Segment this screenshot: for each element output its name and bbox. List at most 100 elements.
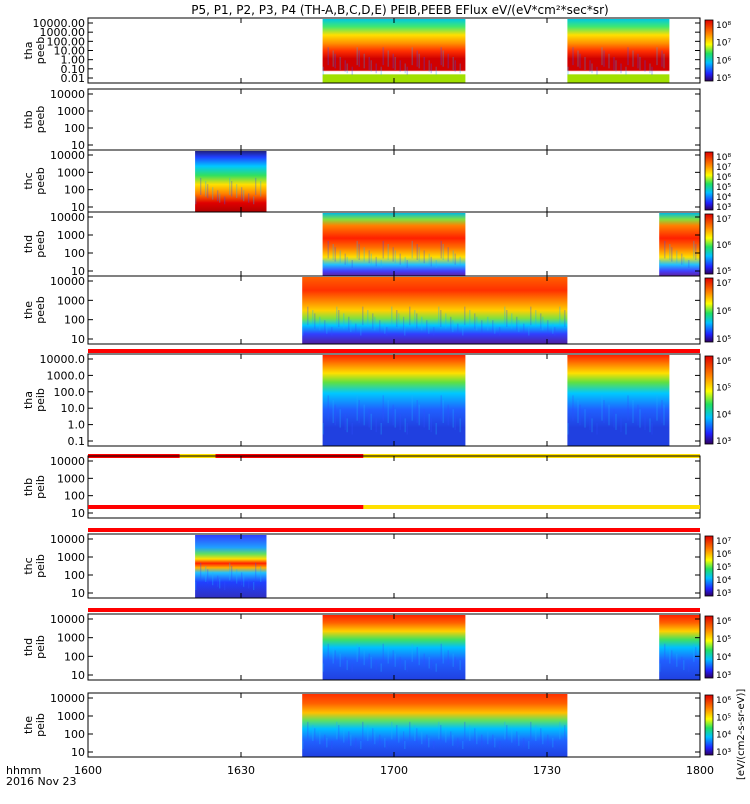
spectrogram-block [404,277,486,344]
spectrogram-texture [615,413,617,430]
spectrogram-texture [411,47,413,66]
spectrogram-texture [423,57,425,70]
spectrogram-texture [319,316,321,331]
y-tick-label: 1000.0 [47,369,86,382]
spectrogram-texture [404,63,406,74]
spectrogram-texture [217,575,219,587]
spectrogram-texture [334,53,336,69]
spectrogram-texture [608,404,610,426]
spectrogram-texture [332,244,334,260]
spectrogram-texture [243,575,245,587]
panel-product-label: peeb [34,167,47,195]
spectrogram-texture [440,395,442,421]
spectrogram-texture [528,741,530,749]
panel-probe-label: thb [22,478,35,496]
spectrogram-texture [368,653,370,667]
spectrogram-texture [224,196,226,205]
spectrogram-texture [217,190,219,202]
spectrogram-texture [336,721,338,740]
spectrogram-texture [661,400,663,423]
spectrogram-texture [632,50,634,67]
spectrogram-texture [601,395,603,421]
spectrogram-texture [406,663,408,672]
spectrogram-texture [396,310,398,327]
spectrogram-block [322,355,466,446]
colorbar-tick-label: 10⁴ [716,653,731,663]
y-tick-label: 1000 [57,551,85,564]
spectrogram-texture [386,327,388,336]
spectrogram-texture [442,50,444,67]
spectrogram-texture [332,400,334,423]
spectrogram-texture [219,578,221,589]
spectrogram-texture [380,663,382,672]
spectrogram-texture [428,60,430,72]
spectrogram-texture [464,306,466,326]
colorbar-tick-label: 10⁴ [716,410,731,420]
spectrogram-texture [334,247,336,262]
x-label-date: 2016 Nov 23 [6,775,76,788]
spectrogram-texture [487,731,489,745]
spectrogram-texture [450,731,452,745]
spectrogram-texture [375,418,377,433]
spectrogram-texture [229,177,231,195]
spectrogram-texture [374,316,376,331]
spectrogram-texture [459,256,461,267]
spectrogram-texture [416,728,418,743]
spectrogram-block [567,19,670,83]
spectrogram-texture [394,57,396,70]
spectrogram-texture [355,737,357,748]
spectrogram-texture [426,734,428,746]
spectrogram-texture [535,310,537,327]
spectrogram-texture [540,313,542,329]
spectrogram-texture [591,63,593,74]
spectrogram-texture [404,256,406,267]
spectrogram-texture [379,734,381,746]
spectrogram-texture [399,656,401,669]
spectrogram-texture [404,660,406,671]
spectrogram-texture [632,400,634,423]
spectrogram-texture [326,737,328,748]
spectrogram-texture [474,313,476,329]
spectrogram-texture [351,260,353,268]
y-tick-label: 1.0 [68,419,86,432]
panel-frame [87,88,701,151]
panel-probe-label: thc [22,172,35,189]
spectrogram-texture [398,313,400,329]
spectrogram-texture [676,653,678,667]
spectrogram-texture [327,643,329,662]
spectrogram-texture [540,728,542,743]
panel-thd-peeb: 10000 1000 100 10 thd peeb 10⁷ 10⁶ 10⁵ [22,211,731,278]
spectrogram-texture [639,409,641,428]
y-tick-label: 10000 [50,275,85,288]
colorbar-tick-label: 10³ [716,671,731,681]
colorbar [704,19,714,82]
spectrogram-texture [367,310,369,327]
colorbar-tick-label: 10⁶ [716,307,731,317]
spectrogram-texture [567,66,569,75]
spectrogram-texture [367,725,369,741]
spectrogram-texture [339,250,341,264]
spectrogram-block [195,535,267,598]
y-tick-label: 10 [71,265,85,278]
spectrogram-texture [506,310,508,327]
colorbar-tick-label: 10⁸ [716,21,731,31]
spectrogram-texture [253,196,255,205]
x-label-hhmm: hhmm [6,764,41,777]
spectrogram-texture [360,741,362,749]
spectrogram-texture [324,320,326,333]
colorbar-tick-label: 10⁶ [716,357,731,367]
spectrogram-texture [382,395,384,421]
spectrogram-texture [243,190,245,202]
spectrogram-texture [559,721,561,740]
spectrogram-texture [487,316,489,331]
y-tick-label: 1000 [57,166,85,179]
spectrogram-texture [440,47,442,66]
spectrogram-texture [195,582,197,590]
spectrogram-texture [552,737,554,748]
spectrogram-texture [418,53,420,69]
x-tick-label: 1730 [533,764,561,777]
spectrogram-texture [386,741,388,749]
